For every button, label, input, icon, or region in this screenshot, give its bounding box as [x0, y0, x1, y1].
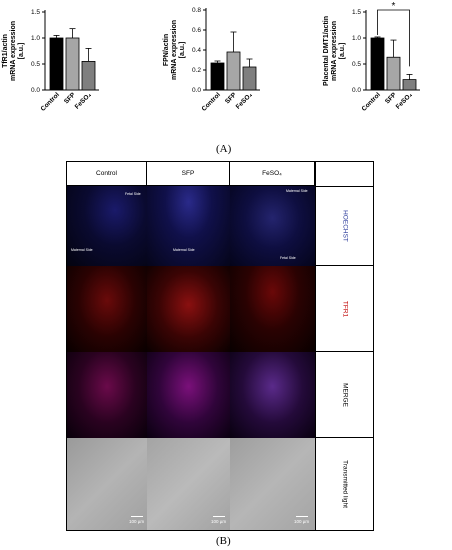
y-axis-label: [a.u.]	[18, 43, 25, 60]
hoechst-control-image: Fetal Side Maternal Side	[67, 186, 147, 266]
tfr1-bar-chart: 0.0 0.5 1.0 1.5 TfR1/actin mRNA expression [a.…	[2, 9, 99, 113]
transmitted-sfp-image: 100 µm	[147, 438, 230, 530]
col-header-sfp: SFP	[147, 162, 230, 186]
x-tick-label: FeSO₄	[395, 91, 414, 110]
y-tick-label: 0.0	[352, 87, 361, 94]
bar-feso4	[242, 66, 257, 91]
bar-feso4	[81, 61, 96, 91]
row-label-merge: MERGE	[341, 382, 349, 407]
transmitted-control-image: 100 µm	[67, 438, 147, 530]
y-tick-label: 1.5	[352, 9, 361, 16]
bar-feso4	[402, 79, 417, 91]
y-tick-label: 0.5	[352, 61, 361, 68]
y-axis-label: [a.u.]	[179, 42, 186, 59]
y-axis-label: [a.u.]	[339, 43, 346, 60]
scale-bar	[131, 516, 143, 517]
hoechst-sfp-image: Maternal Side	[147, 186, 230, 266]
x-tick-label: FeSO₄	[235, 91, 254, 110]
bar-sfp	[226, 51, 241, 91]
hoechst-feso4-image: Maternal Side Fetal Side	[230, 186, 315, 266]
scale-label: 100 µm	[294, 519, 310, 524]
y-tick-label: 1.0	[31, 35, 40, 42]
fpn-bar-chart: 0.0 0.2 0.4 0.6 0.8 FPN/actin mRNA expression[…	[163, 7, 260, 113]
y-axis-label: mRNA expression	[10, 21, 17, 81]
y-tick-label: 0.0	[31, 87, 40, 94]
microscopy-grid: Control SFP FeSO₄ Fetal Side Maternal Si…	[66, 161, 374, 531]
tfr1-feso4-image	[230, 266, 315, 352]
annotation-fetal-side: Fetal Side	[280, 256, 296, 260]
scale-label: 100 µm	[129, 519, 145, 524]
y-tick-label: 0.2	[192, 67, 201, 74]
bar-control	[370, 37, 385, 91]
y-tick-label: 0.8	[192, 7, 201, 14]
x-tick-label: FeSO₄	[74, 91, 93, 110]
y-tick-label: 1.0	[352, 35, 361, 42]
y-axis-label: mRNA expression	[331, 21, 338, 81]
y-tick-label: 0.4	[192, 47, 201, 54]
row-label-column: HOECHST TFR1 MERGE Transmitted light	[315, 162, 374, 530]
col-header-control: Control	[67, 162, 147, 186]
transmitted-feso4-image: 100 µm	[230, 438, 315, 530]
x-tick-label: Control	[201, 91, 222, 112]
col-header-feso4: FeSO₄	[230, 162, 315, 186]
y-axis-label: Placental DMT1/actin	[323, 16, 330, 86]
scale-bar	[213, 516, 225, 517]
merge-sfp-image	[147, 352, 230, 438]
merge-control-image	[67, 352, 147, 438]
row-label-transmitted-light: Transmitted light	[341, 460, 349, 508]
row-label-tfr1: TFR1	[341, 300, 349, 317]
y-axis-label: TfR1/actin	[2, 34, 9, 68]
x-tick-label: Control	[40, 91, 61, 112]
bar-control	[210, 62, 225, 91]
bar-sfp	[386, 56, 401, 91]
x-tick-label: Control	[361, 91, 382, 112]
bar-sfp	[65, 37, 80, 91]
row-label-hoechst: HOECHST	[341, 210, 349, 242]
annotation-fetal-side: Fetal Side	[125, 192, 141, 196]
y-axis-label: mRNA expression	[171, 20, 178, 80]
significance-bracket	[377, 9, 410, 67]
y-tick-label: 0.6	[192, 27, 201, 34]
bar-control	[49, 37, 64, 91]
merge-feso4-image	[230, 352, 315, 438]
significance-star: *	[392, 1, 396, 12]
panel-a-label: (A)	[216, 143, 232, 155]
y-tick-label: 1.5	[31, 9, 40, 16]
dmt1-bar-chart: 0.0 0.5 1.0 1.5 Placental DMT1/actin mRNA exp…	[323, 1, 420, 113]
y-tick-label: 0.0	[192, 87, 201, 94]
annotation-maternal-side: Maternal Side	[71, 248, 93, 252]
panel-b-label: (B)	[216, 535, 231, 547]
annotation-maternal-side: Maternal Side	[286, 189, 308, 193]
annotation-maternal-side: Maternal Side	[173, 248, 195, 252]
tfr1-control-image	[67, 266, 147, 352]
tfr1-sfp-image	[147, 266, 230, 352]
scale-label: 100 µm	[211, 519, 227, 524]
y-tick-label: 0.5	[31, 61, 40, 68]
y-axis-label: FPN/actin	[163, 34, 170, 66]
scale-bar	[296, 516, 308, 517]
